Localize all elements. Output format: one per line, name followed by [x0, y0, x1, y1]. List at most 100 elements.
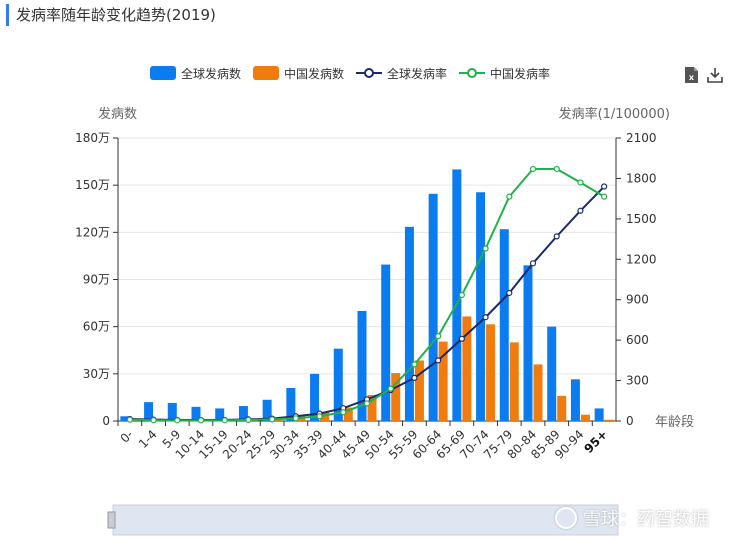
bar-china-cases: [604, 419, 614, 421]
bar-global-cases: [167, 402, 177, 421]
bar-global-cases: [333, 348, 343, 421]
legend-swatch-global-cases: [150, 66, 176, 80]
x-tick-label: 75-79: [481, 427, 516, 462]
legend-item-global-cases[interactable]: 全球发病数: [150, 65, 241, 82]
right-tick-label: 1200: [626, 252, 657, 266]
point-china-rate: [577, 179, 584, 186]
point-global-rate: [577, 207, 584, 214]
point-global-rate: [529, 260, 537, 267]
bar-china-cases: [486, 324, 496, 421]
point-china-rate: [482, 245, 489, 252]
bar-global-cases: [570, 379, 580, 421]
point-global-rate: [174, 416, 181, 424]
excel-export-icon[interactable]: x: [682, 66, 700, 84]
datazoom-handle: [107, 511, 116, 529]
point-global-rate: [435, 357, 442, 364]
bar-global-cases: [523, 265, 533, 421]
point-global-rate: [482, 314, 489, 321]
x-tick-label: 1-4: [136, 427, 160, 451]
right-tick-label: 2100: [626, 131, 657, 145]
legend-label: 中国发病数: [284, 66, 345, 81]
legend-swatch-china-cases: [253, 66, 280, 80]
bar-global-cases: [310, 373, 320, 421]
bar-global-cases: [476, 192, 486, 421]
bar-china-cases: [177, 419, 187, 421]
x-tick-label: 40-44: [315, 427, 350, 462]
legend-label: 中国发病率: [490, 66, 551, 81]
left-tick-label: 90万: [83, 273, 110, 287]
point-global-rate: [197, 416, 205, 424]
bar-china-cases: [391, 373, 401, 421]
legend-label: 全球发病数: [181, 66, 242, 81]
point-china-rate: [174, 417, 181, 424]
point-china-rate: [150, 417, 157, 424]
bar-global-cases: [238, 406, 248, 421]
x-tick-label: 5-9: [160, 427, 184, 451]
point-china-rate: [529, 165, 537, 173]
point-global-rate: [387, 386, 394, 394]
bar-china-cases: [296, 415, 306, 421]
svg-text:x: x: [689, 73, 695, 82]
x-tick-label: 90-94: [552, 427, 587, 462]
point-china-rate: [387, 385, 394, 392]
bar-china-cases: [225, 419, 235, 421]
bar-global-cases: [499, 229, 509, 421]
point-global-rate: [245, 416, 252, 423]
x-tick-label: 50-54: [362, 427, 397, 462]
watermark-text: 雪球：药智数据: [583, 509, 709, 530]
point-china-rate: [435, 333, 442, 340]
x-tick-label: 30-34: [267, 427, 302, 462]
x-axis-name: 年龄段: [655, 415, 694, 430]
point-global-rate: [316, 410, 323, 417]
bar-china-cases: [580, 414, 590, 421]
x-tick-label: 65-69: [433, 427, 468, 462]
left-tick-label: 0: [102, 414, 110, 428]
bar-china-cases: [201, 419, 211, 421]
x-tick-label: 70-74: [457, 427, 492, 462]
legend-item-china-cases[interactable]: 中国发病数: [253, 65, 344, 82]
point-china-rate: [292, 415, 299, 422]
bar-china-cases: [438, 341, 448, 421]
point-global-rate: [363, 396, 371, 403]
x-tick-label: 60-64: [410, 427, 445, 462]
point-china-rate: [221, 417, 228, 424]
point-global-rate: [553, 233, 560, 240]
bar-china-cases: [533, 364, 543, 421]
left-tick-label: 30万: [83, 367, 110, 381]
bar-global-cases: [144, 402, 154, 421]
point-china-rate: [553, 165, 560, 173]
chart-legend: 全球发病数 中国发病数 全球发病率 中国发病率: [150, 63, 562, 83]
left-tick-label: 180万: [75, 131, 110, 145]
legend-item-global-rate[interactable]: 全球发病率: [356, 65, 447, 82]
point-china-rate: [363, 400, 371, 407]
bar-china-cases: [367, 395, 377, 421]
line-global-rate: [129, 185, 605, 422]
line-china-rate: [129, 167, 605, 422]
bar-global-cases: [191, 406, 201, 421]
bar-global-cases: [215, 408, 225, 421]
legend-swatch-global-rate: [356, 68, 383, 78]
legend-item-china-rate[interactable]: 中国发病率: [459, 65, 550, 82]
x-tick-label: 15-19: [196, 427, 231, 462]
point-global-rate: [340, 405, 347, 412]
bar-global-cases: [547, 326, 557, 421]
point-global-rate: [269, 415, 276, 422]
x-tick-label: 25-29: [244, 427, 279, 462]
point-global-rate: [292, 413, 299, 420]
point-global-rate: [601, 183, 608, 190]
legend-swatch-china-rate: [459, 68, 486, 78]
point-china-rate: [197, 417, 205, 424]
datazoom-track: [112, 504, 619, 536]
watermark-logo-icon: [555, 507, 577, 529]
download-icon[interactable]: [706, 66, 724, 84]
bar-china-cases: [557, 395, 567, 421]
left-tick-label: 150万: [75, 178, 110, 192]
right-axis-name: 发病率(1/100000): [559, 106, 670, 122]
bar-china-cases: [343, 407, 353, 421]
bar-china-cases: [154, 418, 164, 421]
left-axis-name: 发病数: [98, 106, 137, 122]
point-global-rate: [126, 415, 133, 423]
point-china-rate: [316, 413, 323, 420]
bar-china-cases: [509, 342, 519, 421]
x-tick-label: 0-: [118, 427, 136, 445]
